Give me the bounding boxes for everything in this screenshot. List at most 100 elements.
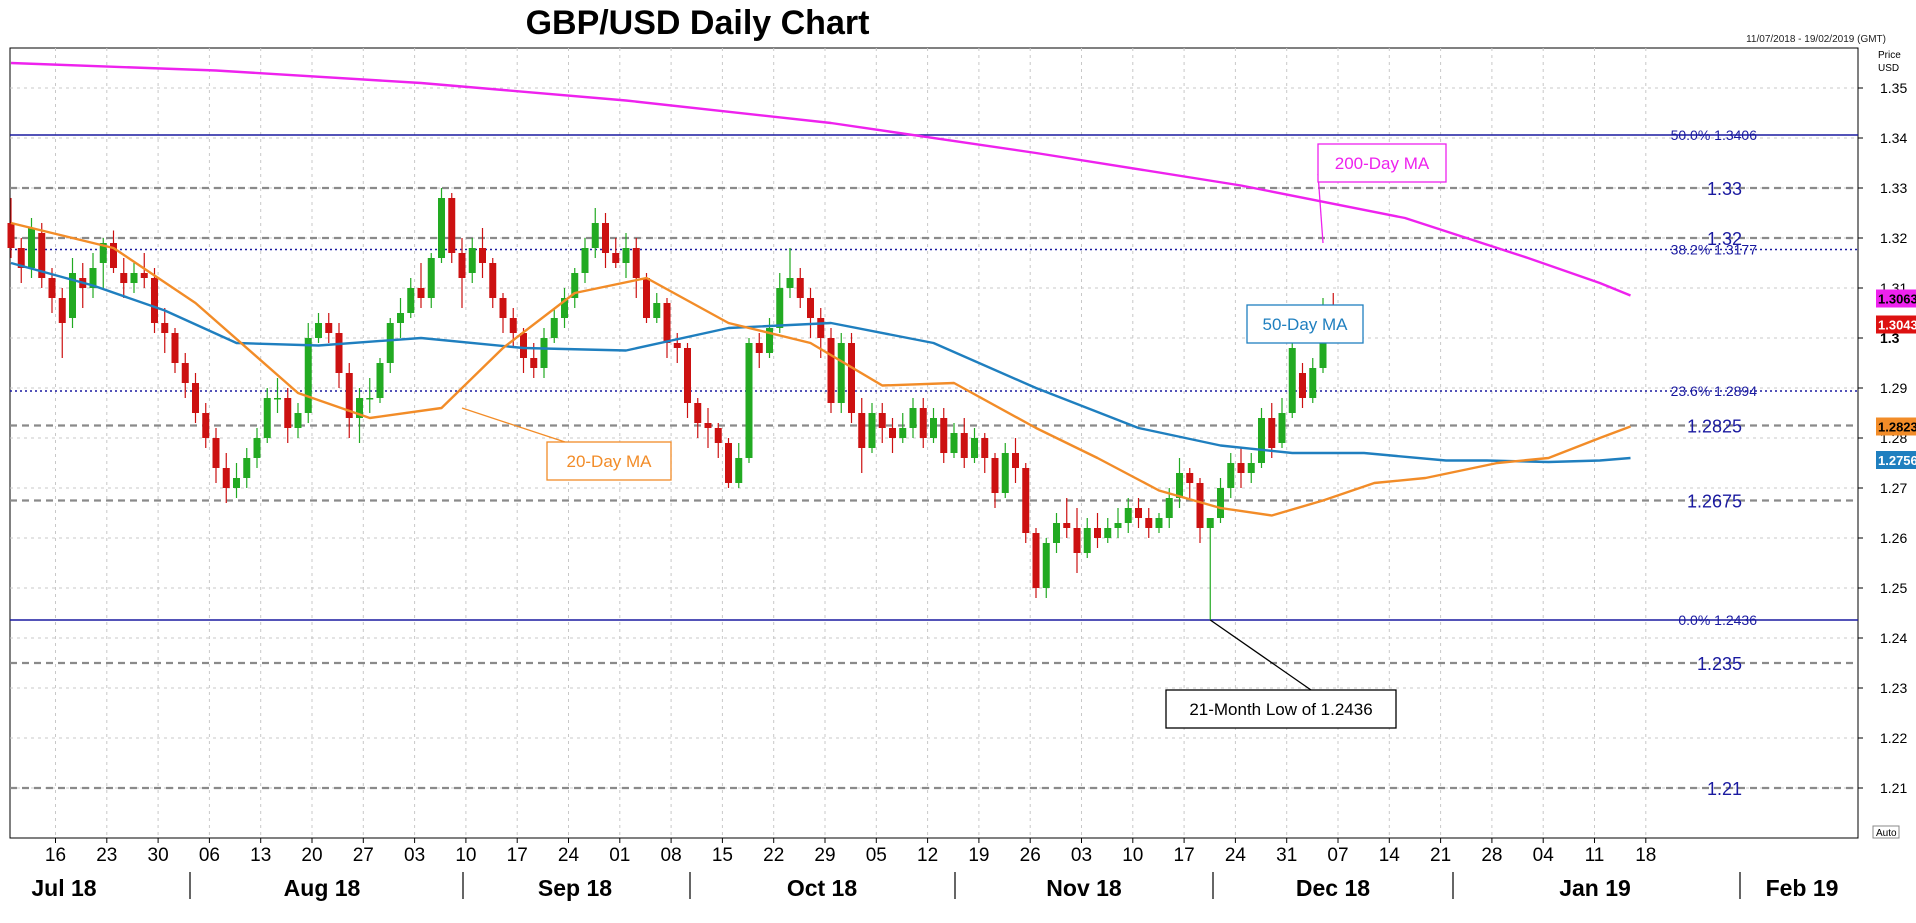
candle-body [1186,473,1194,483]
candle-body [878,413,886,428]
candle-body [755,343,763,353]
x-day-label: 23 [96,845,117,866]
x-day-label: 16 [45,845,66,866]
y-tick-label: 1.32 [1880,230,1907,246]
candle-body [612,253,620,263]
candle-body [274,398,281,400]
candle-body [356,398,363,418]
candle-body [1165,498,1173,518]
candle-body [38,233,46,278]
candle-body [1053,523,1060,543]
x-day-label: 03 [1071,845,1092,866]
candle-body [919,408,927,438]
candle-body [1022,468,1030,533]
candle-body [1001,453,1009,493]
x-day-label: 21 [1430,845,1451,866]
candle-body [192,383,199,413]
candle-body [1176,473,1183,498]
candle-body [561,298,568,318]
candle-body [294,413,302,428]
price-tag [1876,451,1916,469]
candle-body [1042,543,1050,588]
candle-body [58,298,66,323]
candle-body [1247,463,1255,473]
annotation-box [1165,689,1397,729]
candle-body [971,438,978,458]
candle-body [1206,518,1214,528]
candle-body [325,323,333,333]
level-label: 1.2675 [1687,492,1742,512]
candle-body [981,438,989,458]
x-month-label: Dec 18 [1296,875,1370,901]
candle-body [489,263,497,298]
x-day-label: 17 [1174,845,1195,866]
candle-body [940,418,948,453]
candle-body [930,418,937,438]
candle-body [745,343,753,458]
candle-body [889,428,896,438]
x-day-label: 10 [455,845,476,866]
candle-body [397,313,404,323]
candle-body [181,363,189,383]
ma-line-50-day-ma [10,261,1631,464]
x-month-label: Jan 19 [1559,875,1631,901]
x-month-label: Feb 19 [1766,875,1839,901]
candle-body [1012,453,1019,468]
candle-body [776,288,784,328]
candle-body [417,288,425,298]
x-day-label: 19 [968,845,989,866]
price-tag [1876,315,1916,334]
price-tag-label: 1.2823 [1878,420,1916,435]
annotation-leader [1209,619,1312,691]
candle-body [1114,523,1122,528]
x-month-label: Oct 18 [787,875,858,901]
level-label: 0.0% 1.2436 [1678,612,1757,628]
candle-body [1196,483,1204,528]
candle-body [530,358,538,368]
candle-body [17,248,25,268]
candle-body [130,273,138,283]
candle-body [704,423,712,428]
x-day-label: 15 [712,845,733,866]
x-day-label: 11 [1585,845,1605,866]
candle-body [571,273,579,298]
candle-body [386,323,394,363]
x-month-label: Aug 18 [284,875,361,901]
candle-body [222,468,230,488]
x-day-label: 07 [1327,845,1348,866]
candle-body [817,318,825,338]
candle-body [151,278,158,323]
candle-body [848,343,855,413]
x-axis: 16 23 30 06 13 20 27 03 10 17 24 01 08 15 22 29 05 12 19 26… [31,838,1838,901]
x-month-label: Nov 18 [1046,875,1122,901]
x-day-label: 28 [1481,845,1502,866]
candle-body [335,333,343,373]
candle-body [591,223,599,248]
candle-body [643,278,650,318]
ma-line-200-day-ma [10,61,1631,297]
x-month-label: Sep 18 [538,875,612,901]
x-day-label: 01 [609,845,630,866]
candle-body [1278,413,1286,443]
auto-button [1872,825,1900,839]
x-day-label: 27 [353,845,374,866]
candle-body [796,278,804,298]
y-tick-label: 1.27 [1880,480,1907,496]
candle-body [427,258,435,298]
level-label: 23.6% 1.2894 [1671,383,1758,399]
candle-body [1032,533,1040,588]
candle-body [1288,348,1296,413]
price-tag-label: 1.2756 [1878,453,1916,468]
candle-body [89,268,97,288]
candle-body [827,338,835,403]
candles [7,188,1337,620]
y-tick-label: 1.21 [1880,780,1907,796]
annotation-box [1246,304,1364,344]
x-day-label: 14 [1379,845,1401,866]
candle-body [1094,528,1101,538]
candle-body [837,343,845,403]
candle-body [212,438,220,468]
y-tick-label: 1.33 [1880,180,1907,196]
x-day-label: 24 [1225,845,1247,866]
